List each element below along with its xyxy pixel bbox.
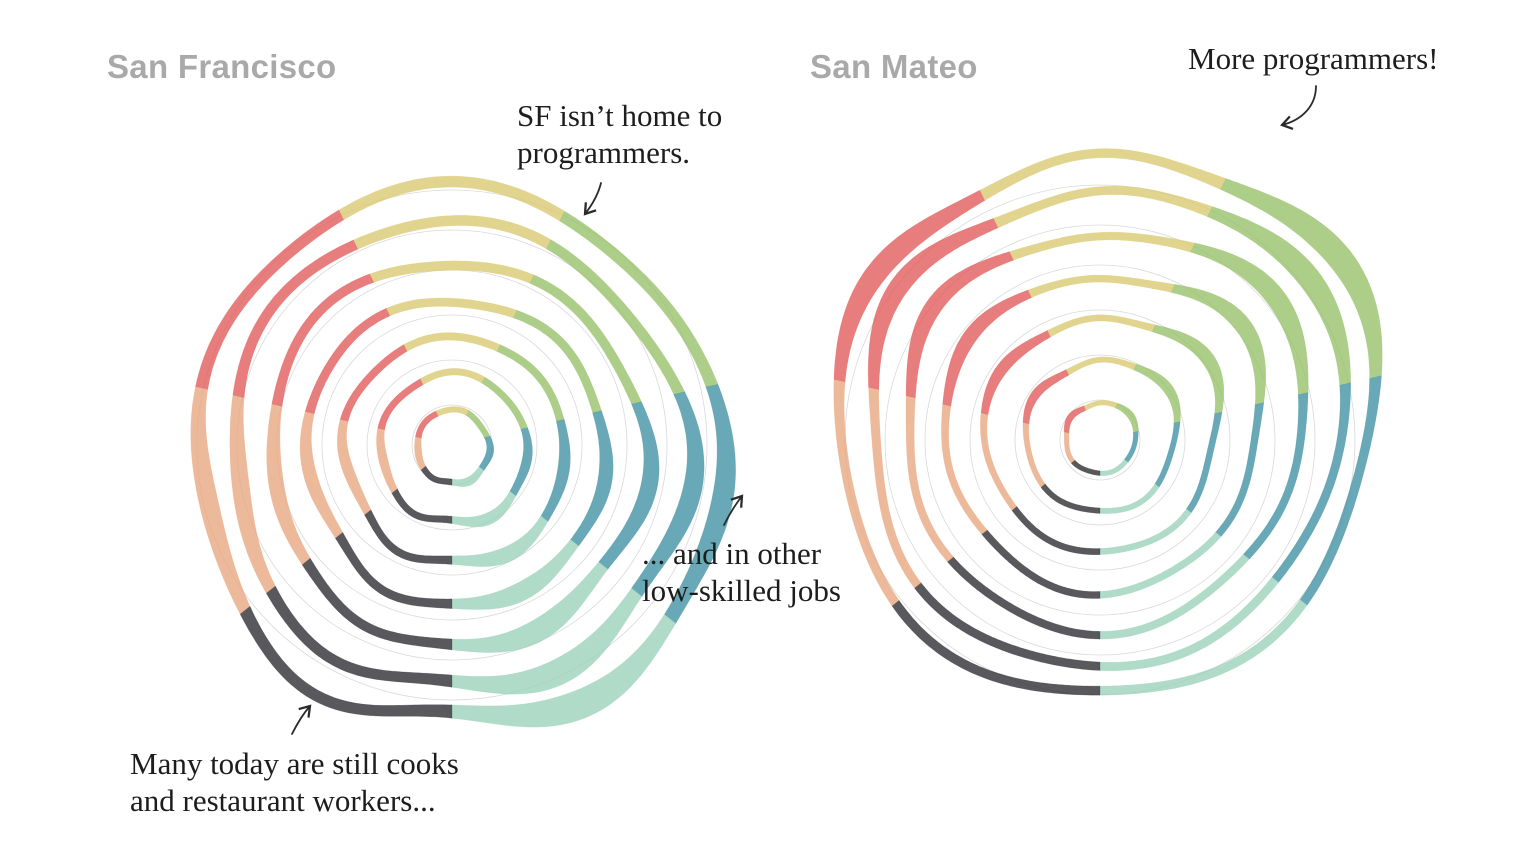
rose-band-segment bbox=[1215, 402, 1265, 538]
rose-band-segment bbox=[867, 218, 999, 390]
rose-ring bbox=[1022, 356, 1181, 514]
san-mateo-rose-chart bbox=[833, 148, 1383, 696]
rose-band-segment bbox=[905, 251, 1014, 399]
rose-band-segment bbox=[559, 210, 719, 388]
rose-band-segment bbox=[1063, 431, 1076, 464]
rose-band-segment bbox=[376, 427, 398, 494]
rose-band-segment bbox=[1046, 314, 1156, 338]
arrow-sm-programmers bbox=[1280, 85, 1317, 130]
rose-band-segment bbox=[980, 330, 1051, 415]
rose-band-segment bbox=[338, 175, 565, 222]
rose-band-segment bbox=[478, 435, 495, 471]
rose-band-segment bbox=[1022, 422, 1046, 488]
rose-band-segment bbox=[451, 466, 485, 487]
rose-band-segment bbox=[509, 427, 533, 497]
san-mateo-title: San Mateo bbox=[810, 48, 978, 85]
rose-ring bbox=[190, 175, 736, 728]
annotation-sf-programmers: SF isn’t home to programmers. bbox=[517, 97, 722, 171]
rose-band-segment bbox=[304, 308, 391, 414]
rose-band-segment bbox=[1133, 363, 1181, 424]
rose-band-segment bbox=[992, 185, 1213, 229]
rose-band-segment bbox=[1065, 356, 1137, 376]
annotation-line: and restaurant workers... bbox=[130, 783, 436, 818]
rose-band-segment bbox=[414, 436, 427, 471]
grid-circle bbox=[1059, 399, 1141, 481]
annotation-line: Many today are still cooks bbox=[130, 746, 459, 781]
rose-band-segment bbox=[1011, 505, 1101, 555]
rose-band-segment bbox=[1242, 392, 1309, 560]
rose-band-segment bbox=[1027, 274, 1176, 298]
rose-band-segment bbox=[271, 273, 375, 407]
rose-band-segment bbox=[1114, 402, 1139, 433]
rose-band-segment bbox=[451, 490, 517, 528]
arrow-sf-programmers bbox=[583, 182, 602, 216]
rose-ring bbox=[337, 332, 571, 567]
rose-ring bbox=[376, 368, 533, 528]
rose-band-segment bbox=[195, 209, 344, 390]
rose-ring bbox=[867, 185, 1352, 671]
rose-ring bbox=[414, 406, 495, 487]
rose-ring bbox=[833, 148, 1383, 696]
annotation-arrows bbox=[291, 85, 1317, 735]
rose-band-segment bbox=[232, 239, 359, 398]
rose-band-segment bbox=[435, 406, 470, 417]
rose-band-segment bbox=[481, 376, 529, 430]
rose-band-segment bbox=[1008, 231, 1196, 261]
rose-ring bbox=[299, 297, 614, 610]
annotation-line: low-skilled jobs bbox=[642, 573, 841, 608]
rose-band-segment bbox=[942, 289, 1032, 407]
rose-band-segment bbox=[570, 410, 614, 547]
grid-circle bbox=[366, 359, 538, 531]
grid-circle bbox=[321, 314, 583, 576]
grid-circle bbox=[969, 309, 1231, 571]
arrow-sf-cooks bbox=[291, 704, 312, 735]
rose-band-segment bbox=[540, 419, 571, 522]
rose-band-segment bbox=[496, 344, 565, 422]
rose-ring bbox=[229, 214, 705, 695]
rose-band-segment bbox=[403, 332, 501, 352]
rose-band-segment bbox=[1099, 483, 1160, 514]
rose-band-segment bbox=[1271, 382, 1351, 583]
rose-band-segment bbox=[420, 465, 453, 486]
rose-band-segment bbox=[981, 529, 1101, 599]
annotation-sf-low-skilled: ... and in other low-skilled jobs bbox=[642, 535, 841, 609]
rose-band-segment bbox=[299, 411, 343, 539]
rose-ring bbox=[905, 231, 1309, 640]
grid-circle bbox=[884, 224, 1316, 656]
grid-circle bbox=[276, 269, 628, 621]
rose-ring bbox=[266, 260, 660, 653]
rose-band-segment bbox=[1070, 459, 1101, 476]
rose-band-segment bbox=[1099, 458, 1129, 476]
annotation-line: programmers. bbox=[517, 135, 691, 170]
san-francisco-title: San Francisco bbox=[107, 48, 337, 85]
rose-ring bbox=[980, 314, 1225, 555]
annotation-line: ... and in other bbox=[642, 536, 822, 571]
rose-band-segment bbox=[337, 419, 372, 516]
grid-circle bbox=[1014, 354, 1186, 526]
rose-band-segment bbox=[1022, 369, 1070, 425]
rose-band-segment bbox=[391, 488, 453, 524]
annotation-sf-cooks: Many today are still cooks and restauran… bbox=[130, 745, 459, 819]
rose-band-segment bbox=[833, 378, 900, 607]
rose-band-segment bbox=[833, 189, 986, 383]
rose-band-segment bbox=[352, 214, 552, 250]
san-francisco-rose-chart bbox=[190, 175, 736, 728]
arrow-sf-low-skilled bbox=[723, 494, 744, 526]
annotation-line: SF isn’t home to bbox=[517, 98, 723, 133]
rose-ring bbox=[941, 274, 1266, 599]
rose-band-segment bbox=[1063, 405, 1087, 434]
rose-band-segment bbox=[419, 368, 486, 386]
rose-band-segment bbox=[339, 344, 408, 422]
rose-band-segment bbox=[980, 412, 1018, 511]
rose-band-segment bbox=[377, 378, 424, 430]
grid-circle bbox=[924, 264, 1276, 616]
rose-band-segment bbox=[1151, 324, 1225, 415]
rose-band-segment bbox=[415, 410, 439, 439]
rose-ring bbox=[1063, 399, 1139, 476]
rose-band-segment bbox=[1099, 531, 1222, 599]
rose-band-segment bbox=[1099, 508, 1192, 555]
annotation-sm-programmers: More programmers! bbox=[1188, 41, 1439, 76]
